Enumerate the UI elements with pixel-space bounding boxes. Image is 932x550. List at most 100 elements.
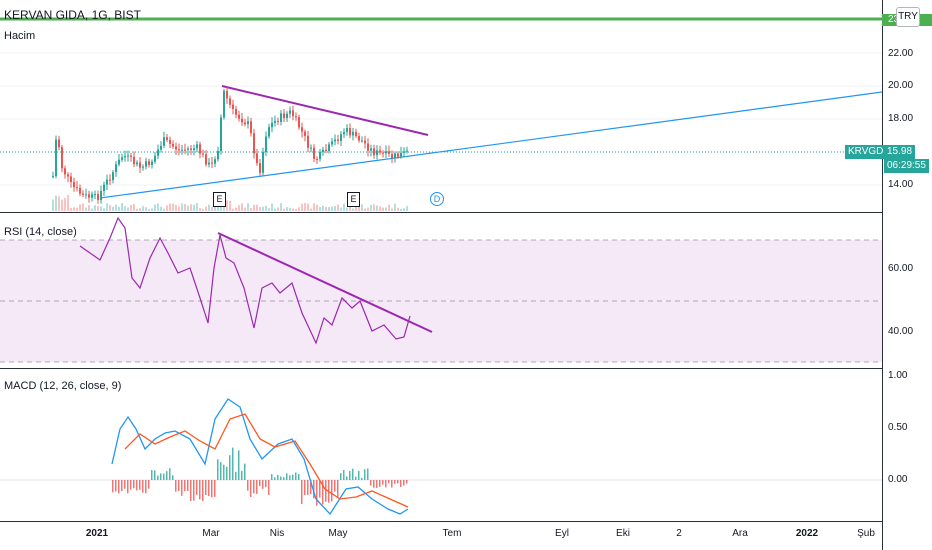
volume-bar xyxy=(280,203,282,211)
volume-bar xyxy=(352,208,354,211)
candle-body xyxy=(259,163,261,173)
rsi-chart[interactable] xyxy=(0,213,882,368)
currency-button[interactable]: TRY xyxy=(896,7,920,27)
volume-bar xyxy=(259,206,261,211)
macd-histogram-bar xyxy=(358,470,360,480)
candle-body xyxy=(142,166,144,168)
macd-histogram-bar xyxy=(349,470,351,480)
time-label: 2 xyxy=(676,528,682,539)
macd-histogram-bar xyxy=(178,480,180,492)
volume-bar xyxy=(184,204,186,211)
candle-body xyxy=(139,162,141,168)
candle-body xyxy=(400,152,402,157)
volume-bar xyxy=(97,206,99,211)
candle-body xyxy=(112,172,114,181)
volume-bar xyxy=(247,203,249,211)
macd-histogram-bar xyxy=(313,480,315,499)
candle-body xyxy=(127,155,129,157)
volume-bar xyxy=(151,208,153,211)
macd-histogram-bar xyxy=(298,473,300,480)
volume-bar xyxy=(268,208,270,211)
rsi-trendline xyxy=(217,232,433,333)
volume-bar xyxy=(358,206,360,211)
candle-body xyxy=(325,149,327,152)
candle-body xyxy=(313,147,315,159)
volume-bar xyxy=(385,207,387,211)
volume-bar xyxy=(103,208,105,211)
pane-separator-1[interactable] xyxy=(0,212,882,213)
volume-legend[interactable]: Hacim xyxy=(4,30,36,42)
symbol-title[interactable]: KERVAN GIDA, 1G, BIST xyxy=(4,8,141,22)
macd-histogram-bar xyxy=(262,480,264,489)
macd-histogram-bar xyxy=(115,480,117,492)
candle-body xyxy=(319,151,321,160)
candle-body xyxy=(322,149,324,152)
volume-bar xyxy=(298,207,300,211)
candle-body xyxy=(151,161,153,165)
macd-chart[interactable] xyxy=(0,369,882,521)
candle-body xyxy=(376,150,378,156)
macd-histogram-bar xyxy=(205,480,207,495)
volume-bar xyxy=(322,205,324,211)
candle-body xyxy=(268,127,270,137)
volume-bar xyxy=(271,203,273,211)
macd-histogram-bar xyxy=(130,480,132,490)
candle-body xyxy=(256,153,258,164)
candle-body xyxy=(172,143,174,147)
volume-bar xyxy=(175,204,177,211)
candle-body xyxy=(295,116,297,118)
macd-histogram-bar xyxy=(247,480,249,491)
candle-body xyxy=(286,113,288,119)
candle-body xyxy=(55,139,57,176)
earnings-marker-1[interactable]: E xyxy=(213,192,226,207)
candle-body xyxy=(157,149,159,156)
volume-bar xyxy=(235,207,237,211)
volume-bar xyxy=(142,206,144,211)
signal-line xyxy=(124,413,409,508)
macd-histogram-bar xyxy=(124,480,126,489)
macd-tick: 1.00 xyxy=(888,370,908,381)
volume-bar xyxy=(382,207,384,211)
candle-body xyxy=(244,122,246,125)
price-axis-separator xyxy=(882,0,883,550)
volume-bar xyxy=(169,203,171,211)
time-axis-separator xyxy=(0,521,882,522)
macd-histogram-bar xyxy=(118,480,120,494)
descending-trendline xyxy=(221,85,429,136)
dividend-marker[interactable]: D xyxy=(430,192,444,206)
price-chart[interactable] xyxy=(0,0,882,212)
macd-histogram-bar xyxy=(340,473,342,480)
macd-histogram-bar xyxy=(337,480,339,498)
volume-bar xyxy=(214,206,216,211)
volume-bar xyxy=(376,205,378,211)
volume-bar xyxy=(55,195,57,211)
pane-separator-2[interactable] xyxy=(0,368,882,369)
volume-bar xyxy=(265,205,267,211)
earnings-marker-2[interactable]: E xyxy=(347,192,360,207)
macd-histogram-bar xyxy=(343,470,345,480)
candle-body xyxy=(307,135,309,148)
volume-bar xyxy=(361,204,363,211)
rsi-legend[interactable]: RSI (14, close) xyxy=(4,226,77,238)
volume-bar xyxy=(187,205,189,211)
volume-bar xyxy=(109,205,111,211)
candle-body xyxy=(205,154,207,165)
candle-body xyxy=(85,194,87,196)
candle-body xyxy=(187,148,189,150)
volume-bar xyxy=(124,206,126,211)
macd-histogram-bar xyxy=(253,480,255,494)
macd-tick: 0.00 xyxy=(888,474,908,485)
macd-histogram-bar xyxy=(259,480,261,487)
volume-bar xyxy=(58,196,60,211)
candle-body xyxy=(337,139,339,141)
volume-bar xyxy=(367,207,369,211)
candle-body xyxy=(106,179,108,185)
macd-legend[interactable]: MACD (12, 26, close, 9) xyxy=(4,380,122,392)
macd-histogram-bar xyxy=(403,480,405,486)
macd-histogram-bar xyxy=(196,480,198,495)
candle-body xyxy=(124,156,126,158)
volume-bar xyxy=(160,206,162,211)
volume-bar xyxy=(262,206,264,211)
candle-body xyxy=(289,110,291,114)
macd-line xyxy=(111,398,409,516)
